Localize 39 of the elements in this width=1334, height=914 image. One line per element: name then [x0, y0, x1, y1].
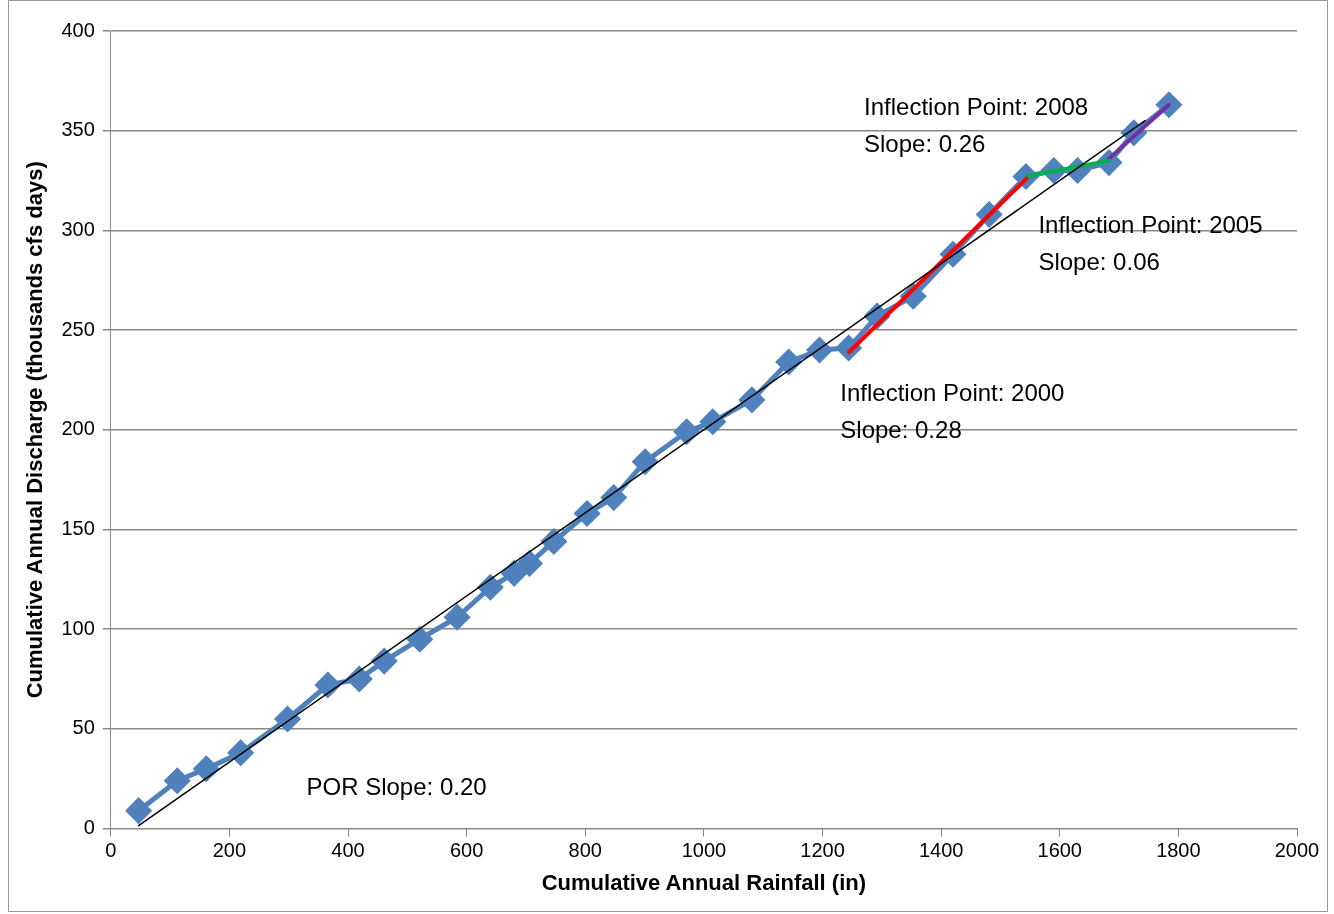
point — [632, 449, 658, 475]
y-tick-label: 400 — [61, 18, 95, 41]
x-tick-label: 0 — [105, 839, 117, 862]
y-tick-label: 300 — [61, 217, 95, 240]
x-tick-label: 200 — [212, 839, 247, 862]
x-tick-label: 600 — [449, 839, 484, 862]
y-tick-label: 250 — [61, 317, 95, 340]
x-tick-label: 1600 — [1037, 839, 1082, 862]
y-tick-label: 100 — [61, 616, 95, 639]
annotation: Inflection Point: 2005 Slope: 0.06 — [1038, 211, 1263, 276]
annotation: Inflection Point: 2008 Slope: 0.26 — [864, 92, 1089, 157]
annotation: POR Slope: 0.20 — [306, 773, 487, 801]
annotation: Inflection Point: 2000 Slope: 0.28 — [840, 378, 1065, 443]
point — [164, 768, 190, 794]
point — [126, 798, 152, 824]
y-tick-label: 0 — [83, 816, 95, 839]
x-tick-label: 1400 — [918, 839, 964, 862]
point — [776, 349, 802, 375]
point — [477, 574, 503, 600]
x-tick-label: 1000 — [681, 839, 727, 862]
x-tick-label: 2000 — [1274, 839, 1320, 862]
x-tick-label: 800 — [568, 839, 602, 862]
point — [346, 666, 372, 692]
x-axis-title: Cumulative Annual Rainfall (in) — [541, 869, 867, 895]
y-tick-label: 150 — [61, 517, 95, 540]
y-tick-label: 200 — [61, 417, 95, 440]
point — [501, 560, 527, 586]
point — [407, 626, 433, 652]
point — [674, 419, 700, 445]
y-axis-title: Cumulative Annual Discharge (thousands cfs days) — [22, 161, 48, 699]
x-tick-label: 1200 — [800, 839, 845, 862]
x-tick-label: 1800 — [1156, 839, 1201, 862]
point — [315, 672, 341, 698]
point — [193, 756, 219, 782]
point — [517, 550, 543, 576]
point — [444, 604, 470, 630]
y-tick-label: 50 — [72, 716, 95, 739]
x-tick-label: 400 — [331, 839, 365, 862]
y-tick-label: 350 — [61, 118, 95, 141]
